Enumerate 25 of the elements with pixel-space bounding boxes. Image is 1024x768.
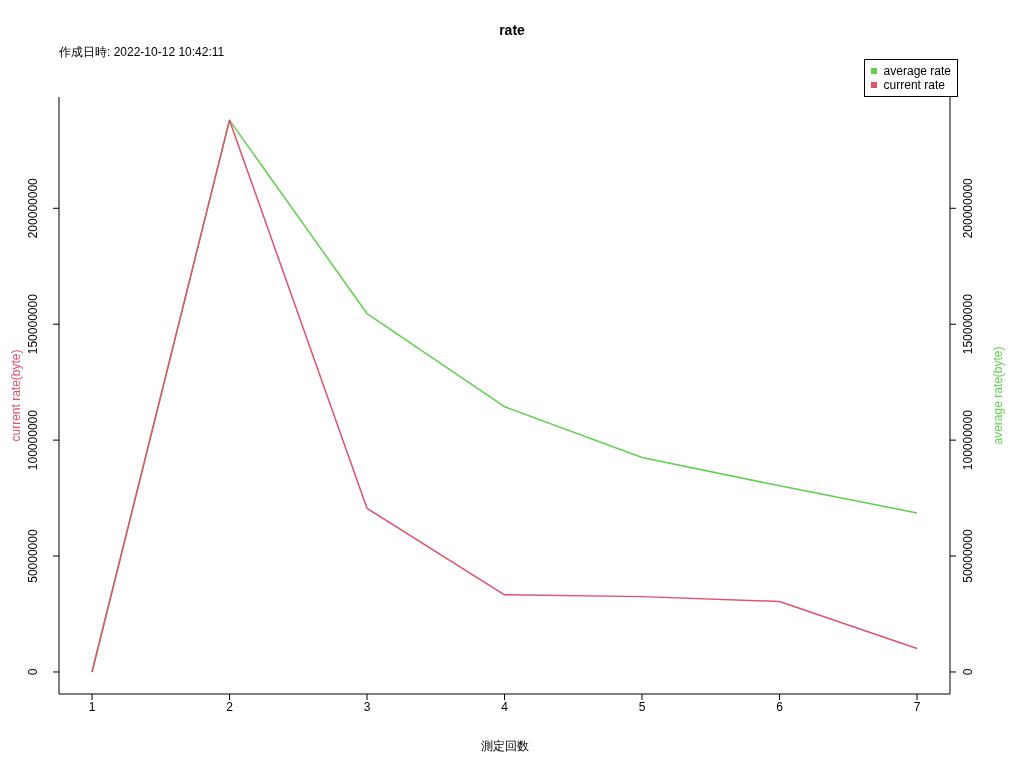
y2-axis-title: average rate(byte)	[991, 346, 1006, 445]
y2-tick-label: 200000000	[961, 177, 975, 239]
x-tick-label: 2	[226, 699, 234, 714]
y2-tick-label: 50000000	[961, 529, 975, 583]
y2-tick-label: 150000000	[961, 293, 975, 355]
y-tick-label: 200000000	[26, 177, 40, 239]
legend-label: current rate	[882, 78, 946, 92]
y-tick-label: 150000000	[26, 293, 40, 355]
x-tick-label: 6	[776, 699, 784, 714]
x-tick-label: 3	[363, 699, 371, 714]
x-axis-title: 測定回数	[480, 739, 529, 753]
y2-tick-label: 100000000	[961, 409, 975, 471]
legend-label: average rate	[882, 64, 951, 78]
chart-title: rate	[498, 22, 526, 38]
y2-tick-label: 0	[961, 668, 975, 676]
text: 作成日時: 2022-10-12 10:42:11	[59, 44, 225, 61]
line-series	[91, 119, 918, 673]
x-tick-label: 1	[88, 699, 96, 714]
y-axis-title: current rate(byte)	[9, 349, 24, 442]
x-tick-label: 4	[501, 699, 509, 714]
x-tick-label: 5	[638, 699, 646, 714]
y-tick-label: 50000000	[26, 529, 40, 583]
y-tick-label: 100000000	[26, 409, 40, 471]
x-tick-label: 7	[913, 699, 921, 714]
y-tick-label: 0	[26, 668, 40, 676]
